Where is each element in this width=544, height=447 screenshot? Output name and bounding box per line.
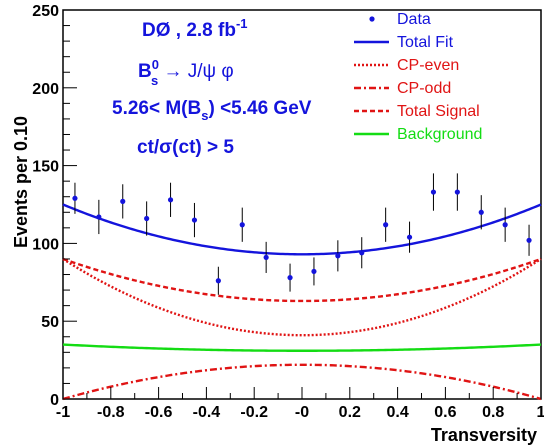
x-tick-label: -0.6 <box>145 404 173 421</box>
x-tick-label: 1 <box>537 404 544 421</box>
data-point <box>215 278 221 284</box>
curves-layer <box>62 203 542 401</box>
data-point <box>287 275 293 281</box>
annotation-experiment: DØ , 2.8 fb-1 <box>142 16 248 41</box>
annotation-ct-cut: ct/σ(ct) > 5 <box>137 137 234 158</box>
x-tick-label: -1 <box>56 404 70 421</box>
legend-label-total-signal: Total Signal <box>397 103 480 120</box>
data-point <box>454 189 460 195</box>
data-point <box>263 254 269 261</box>
data-point <box>359 250 365 256</box>
x-tick-label: -0 <box>295 404 309 421</box>
data-point <box>239 222 245 228</box>
x-tick-label: 0.6 <box>434 404 456 421</box>
legend-label-cp-odd: CP-odd <box>397 80 451 97</box>
curve-cp-even <box>62 257 542 337</box>
y-tick-label: 100 <box>32 236 59 253</box>
legend-label-cp-even: CP-even <box>397 57 459 74</box>
data-point <box>72 195 78 201</box>
data-point <box>430 189 437 195</box>
x-tick-label: -0.2 <box>240 404 268 421</box>
y-tick-label: 0 <box>50 392 59 409</box>
curve-total-signal <box>62 257 542 303</box>
data-point <box>335 253 341 259</box>
x-tick-label: -0.8 <box>97 404 125 421</box>
legend-marker-data <box>369 16 375 22</box>
annotation-decay: B0 s → J/ψ φ <box>138 57 234 88</box>
annotation-mass-window: 5.26< M(Bs) <5.46 GeV <box>112 98 312 123</box>
x-tick-label: 0.4 <box>386 404 408 421</box>
data-point <box>311 268 317 275</box>
legend-label-total-fit: Total Fit <box>397 34 454 51</box>
legend-label-background: Background <box>397 126 482 143</box>
data-point <box>526 237 532 243</box>
curve-total-fit <box>62 203 542 256</box>
data-point <box>502 222 508 228</box>
y-tick-label: 50 <box>41 314 59 331</box>
data-point <box>383 222 389 228</box>
data-points-layer <box>72 173 532 295</box>
curve-background <box>62 343 542 352</box>
tick-labels-layer: -1 -0.8 -0.6 -0.4 -0.2 -0 0.2 0.4 0.6 0.8 1 0 50 100 1… <box>32 3 544 421</box>
y-axis-title: Events per 0.10 <box>11 116 31 248</box>
data-point <box>144 215 150 222</box>
x-axis-title: Transversity <box>431 425 537 445</box>
data-point <box>406 234 413 240</box>
axis-ticks-layer <box>62 9 542 400</box>
data-point <box>96 214 102 220</box>
data-point <box>167 197 174 203</box>
y-tick-label: 150 <box>32 159 59 176</box>
data-point <box>120 198 126 204</box>
x-tick-label: 0.2 <box>339 404 361 421</box>
data-point <box>191 217 198 223</box>
data-point <box>478 209 484 215</box>
x-tick-label: -0.4 <box>193 404 221 421</box>
y-tick-label: 250 <box>32 3 59 20</box>
x-tick-label: 0.8 <box>482 404 504 421</box>
legend-label-data: Data <box>397 11 431 28</box>
plot-frame <box>62 9 542 400</box>
legend: Data Total Fit CP-even CP-odd Total Signal Ba… <box>354 11 482 143</box>
y-tick-label: 200 <box>32 81 59 98</box>
curve-cp-odd <box>62 363 542 401</box>
annotation-block: DØ , 2.8 fb-1 B0 s → J/ψ φ 5.26< M(Bs) <5… <box>112 16 312 158</box>
